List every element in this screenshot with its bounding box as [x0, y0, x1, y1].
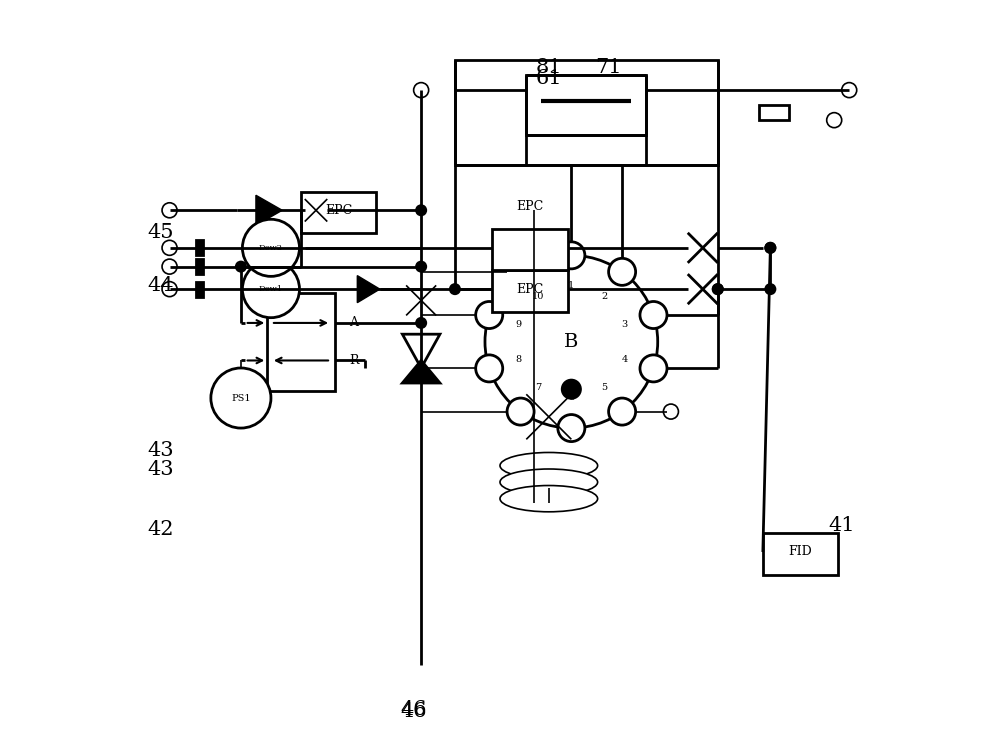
Text: 45: 45 — [147, 223, 174, 243]
Text: 41: 41 — [828, 516, 855, 535]
Circle shape — [235, 261, 247, 273]
Bar — [301, 192, 376, 233]
Polygon shape — [402, 334, 440, 368]
Circle shape — [558, 415, 585, 442]
Circle shape — [712, 283, 724, 295]
Ellipse shape — [500, 452, 598, 479]
Bar — [455, 60, 718, 165]
Text: 81: 81 — [536, 58, 562, 77]
Text: 2: 2 — [601, 292, 607, 301]
Circle shape — [485, 255, 658, 428]
Bar — [759, 105, 789, 120]
Circle shape — [162, 259, 177, 274]
Circle shape — [764, 283, 776, 295]
Circle shape — [712, 283, 724, 295]
Text: Dew2: Dew2 — [259, 244, 283, 252]
Text: EPC: EPC — [516, 282, 544, 296]
Circle shape — [476, 355, 503, 382]
Bar — [526, 75, 646, 135]
Text: A: A — [349, 316, 358, 330]
Text: 71: 71 — [596, 58, 622, 77]
Text: 42: 42 — [147, 520, 174, 539]
Bar — [763, 533, 838, 575]
Text: EPC: EPC — [516, 200, 544, 213]
Ellipse shape — [500, 485, 598, 512]
Text: 7: 7 — [535, 382, 541, 391]
Circle shape — [640, 355, 667, 382]
Text: FID: FID — [789, 545, 812, 559]
Text: 61: 61 — [536, 69, 562, 89]
Text: 4: 4 — [622, 354, 628, 363]
Text: 46: 46 — [400, 702, 427, 722]
Circle shape — [242, 261, 299, 318]
Circle shape — [827, 113, 842, 128]
Ellipse shape — [500, 469, 598, 496]
Text: 1: 1 — [568, 281, 574, 290]
Text: B: B — [564, 333, 579, 351]
Circle shape — [507, 398, 534, 425]
Circle shape — [242, 219, 299, 276]
Circle shape — [640, 301, 667, 328]
Text: 9: 9 — [515, 320, 521, 329]
Text: 43: 43 — [147, 441, 174, 460]
Text: 8: 8 — [515, 354, 521, 363]
Circle shape — [449, 283, 461, 295]
Text: 3: 3 — [622, 320, 628, 329]
Text: 10: 10 — [532, 292, 545, 301]
Text: 44: 44 — [147, 276, 174, 295]
Text: R: R — [349, 354, 358, 367]
Text: Dew1: Dew1 — [259, 285, 283, 293]
Circle shape — [842, 83, 857, 98]
Circle shape — [211, 368, 271, 428]
Polygon shape — [256, 195, 282, 225]
Bar — [196, 240, 203, 255]
Polygon shape — [402, 360, 440, 383]
Circle shape — [162, 282, 177, 297]
Circle shape — [415, 204, 427, 216]
Text: 43: 43 — [147, 460, 174, 479]
Circle shape — [507, 258, 534, 285]
Text: 6: 6 — [568, 394, 574, 403]
Circle shape — [609, 258, 636, 285]
Circle shape — [476, 301, 503, 328]
Circle shape — [162, 240, 177, 255]
Polygon shape — [357, 276, 380, 303]
Circle shape — [414, 83, 429, 98]
Text: 46: 46 — [400, 700, 427, 719]
Circle shape — [415, 261, 427, 273]
Text: 5: 5 — [601, 382, 607, 391]
Bar — [196, 282, 203, 297]
Circle shape — [764, 242, 776, 254]
Bar — [492, 270, 568, 312]
Text: PS1: PS1 — [231, 394, 251, 403]
Circle shape — [609, 398, 636, 425]
Circle shape — [663, 404, 678, 419]
Circle shape — [764, 242, 776, 254]
Bar — [196, 259, 203, 274]
Circle shape — [558, 242, 585, 269]
Circle shape — [415, 317, 427, 329]
Bar — [267, 293, 335, 391]
Bar — [492, 229, 568, 270]
Circle shape — [561, 379, 582, 400]
Circle shape — [162, 203, 177, 218]
Text: EPC: EPC — [325, 204, 352, 217]
